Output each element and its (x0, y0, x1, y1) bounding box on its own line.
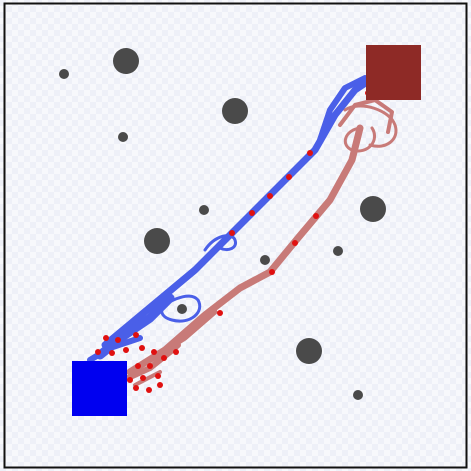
sample-dot (161, 355, 167, 361)
sample-dot (313, 213, 319, 219)
sample-dot (109, 350, 115, 356)
obstacle-circle (360, 196, 386, 222)
goal-square (366, 45, 421, 100)
sample-dot (307, 150, 313, 156)
obstacle-circle (333, 246, 343, 256)
sample-dot (139, 345, 145, 351)
sample-dot (127, 377, 133, 383)
sample-dot (151, 349, 157, 355)
obstacle-circle (222, 98, 248, 124)
obstacle-circle (113, 48, 139, 74)
sample-dot (147, 363, 153, 369)
obstacles (59, 48, 386, 400)
sample-dot (133, 332, 139, 338)
sample-dot (217, 310, 223, 316)
sample-dot (229, 230, 235, 236)
obstacle-circle (144, 228, 170, 254)
sample-dot (95, 349, 101, 355)
sample-dot (173, 349, 179, 355)
obstacle-circle (296, 338, 322, 364)
sample-dot (123, 347, 129, 353)
sample-dot (146, 387, 152, 393)
obstacle-circle (118, 132, 128, 142)
obstacle-circle (199, 205, 209, 215)
obstacle-circle (260, 255, 270, 265)
sample-dot (157, 382, 163, 388)
sample-dot (115, 337, 121, 343)
sample-dot (286, 174, 292, 180)
sample-dot (292, 240, 298, 246)
sample-dot (155, 373, 161, 379)
sample-dot (267, 193, 273, 199)
obstacle-circle (177, 304, 187, 314)
sample-dot (249, 210, 255, 216)
obstacle-circle (59, 69, 69, 79)
canvas-border (3, 2, 468, 469)
start-search-tree (87, 75, 374, 363)
sample-dot (135, 363, 141, 369)
sample-dot (269, 269, 275, 275)
start-square (72, 361, 127, 416)
sample-dot (133, 385, 139, 391)
sample-dot (103, 335, 109, 341)
sample-dot (140, 375, 146, 381)
obstacle-circle (353, 390, 363, 400)
